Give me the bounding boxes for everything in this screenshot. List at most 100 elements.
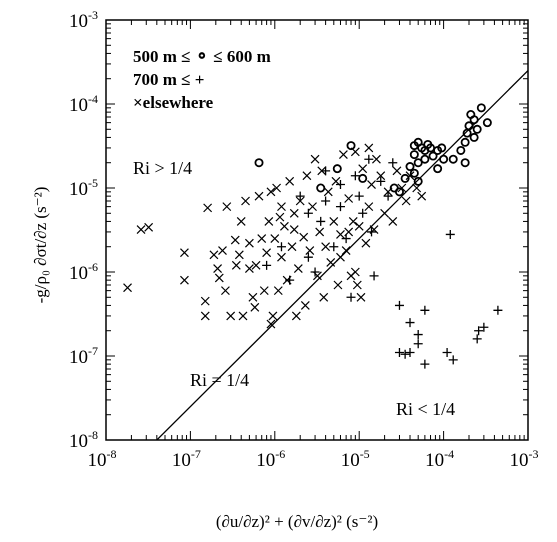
data-point-plus [346,292,356,302]
data-point-cross [277,252,286,262]
plot-frame [105,19,529,441]
data-point-cross [180,275,189,285]
data-point-cross [412,183,422,193]
data-point-cross [367,180,376,189]
data-point-cross [295,196,305,206]
data-point-plus [358,208,368,218]
data-point-cross [336,230,345,239]
data-point-cross [200,296,210,306]
data-point-plus [335,180,345,190]
data-point-cross [270,234,280,243]
data-point-cross [279,221,289,231]
x-tick-label: 10-6 [256,447,285,471]
data-point-cross [291,311,301,321]
data-point-plus [405,348,415,358]
x-tick-label: 10-8 [88,447,117,471]
data-point-cross [341,246,351,255]
data-point-circle [413,176,423,186]
data-point-cross [369,225,379,234]
data-point-plus [335,202,345,212]
data-point-circle [346,141,356,151]
y-tick-label: 10-3 [69,8,98,32]
data-point-circle [332,164,342,174]
data-point-cross [358,164,368,174]
data-point-circle [464,121,474,131]
y-axis-label-text: -g/ρ₀ ∂σt/∂z (s⁻²) [31,187,50,304]
data-point-cross [383,187,393,197]
data-point-cross [248,292,258,302]
data-point-cross [344,194,354,203]
data-point-plus [413,339,423,349]
data-point-cross [315,227,325,237]
data-point-cross [266,187,276,197]
data-point-cross [372,154,381,164]
data-point-plus [354,191,364,201]
data-point-cross [244,238,254,248]
data-point-cross [350,147,360,157]
data-point-plus [445,229,455,239]
y-tick-label: 10-8 [69,428,98,452]
data-point-circle [448,154,458,164]
data-point-cross [344,227,354,237]
data-point-plus [400,349,410,359]
data-point-cross [364,202,374,212]
data-point-cross [209,250,219,260]
series-plus [262,154,503,369]
annotation-ri-line: Ri = 1/4 [190,370,249,390]
data-point-cross [268,311,278,321]
plot-layer: 10-8 10-7 10-6 10-5 10-4 10-3 10-8 10-7 10-6 10-5… [69,8,539,471]
data-point-cross [272,183,282,193]
data-point-plus [394,300,404,310]
data-point-plus [376,176,386,186]
data-point-cross [136,225,146,234]
data-point-circle [358,173,368,183]
x-tick-label: 10-4 [425,447,454,471]
data-point-cross [222,202,232,212]
data-point-cross [241,196,250,206]
data-point-circle [405,162,415,172]
data-point-cross [244,264,254,273]
data-point-cross [250,302,260,312]
data-point-plus [369,271,379,281]
data-point-plus [295,191,305,201]
data-point-plus [420,305,430,315]
data-point-cross [333,280,343,290]
data-point-circle [254,158,264,168]
data-point-plus [329,242,339,252]
plot-area [123,70,528,440]
x-tick-label: 10-5 [341,447,370,471]
data-point-circle [456,145,466,155]
annotation-ri-below: Ri < 1/4 [396,399,455,419]
data-point-cross [234,250,244,260]
data-point-cross [356,292,366,302]
data-point-plus [321,166,331,176]
y-tick-label: 10-7 [69,344,98,368]
data-point-cross [203,203,213,213]
data-point-cross [231,260,241,270]
data-point-cross [323,187,333,197]
data-point-cross [251,260,261,270]
data-point-plus [493,305,503,315]
data-point-cross [289,208,299,218]
data-point-cross [259,286,269,296]
data-point-cross [273,286,283,296]
data-point-cross [405,171,415,181]
data-point-cross [300,301,310,310]
axis-ticks [105,20,528,441]
legend-entry-circle: 500 m ≤ ⚬ ≤ 600 m [133,47,271,66]
data-point-cross [123,283,132,293]
data-point-cross [180,248,189,258]
data-point-cross [317,166,327,176]
y-tick-label: 10-5 [69,176,98,200]
data-point-cross [275,212,285,222]
data-point-cross [417,191,427,201]
data-point-cross [310,154,320,164]
data-point-plus [479,322,489,332]
data-point-cross [336,252,345,262]
data-point-plus [448,355,458,365]
data-point-cross [238,311,248,321]
data-point-plus [472,334,482,344]
data-point-cross [321,242,331,252]
data-point-cross [218,246,227,255]
